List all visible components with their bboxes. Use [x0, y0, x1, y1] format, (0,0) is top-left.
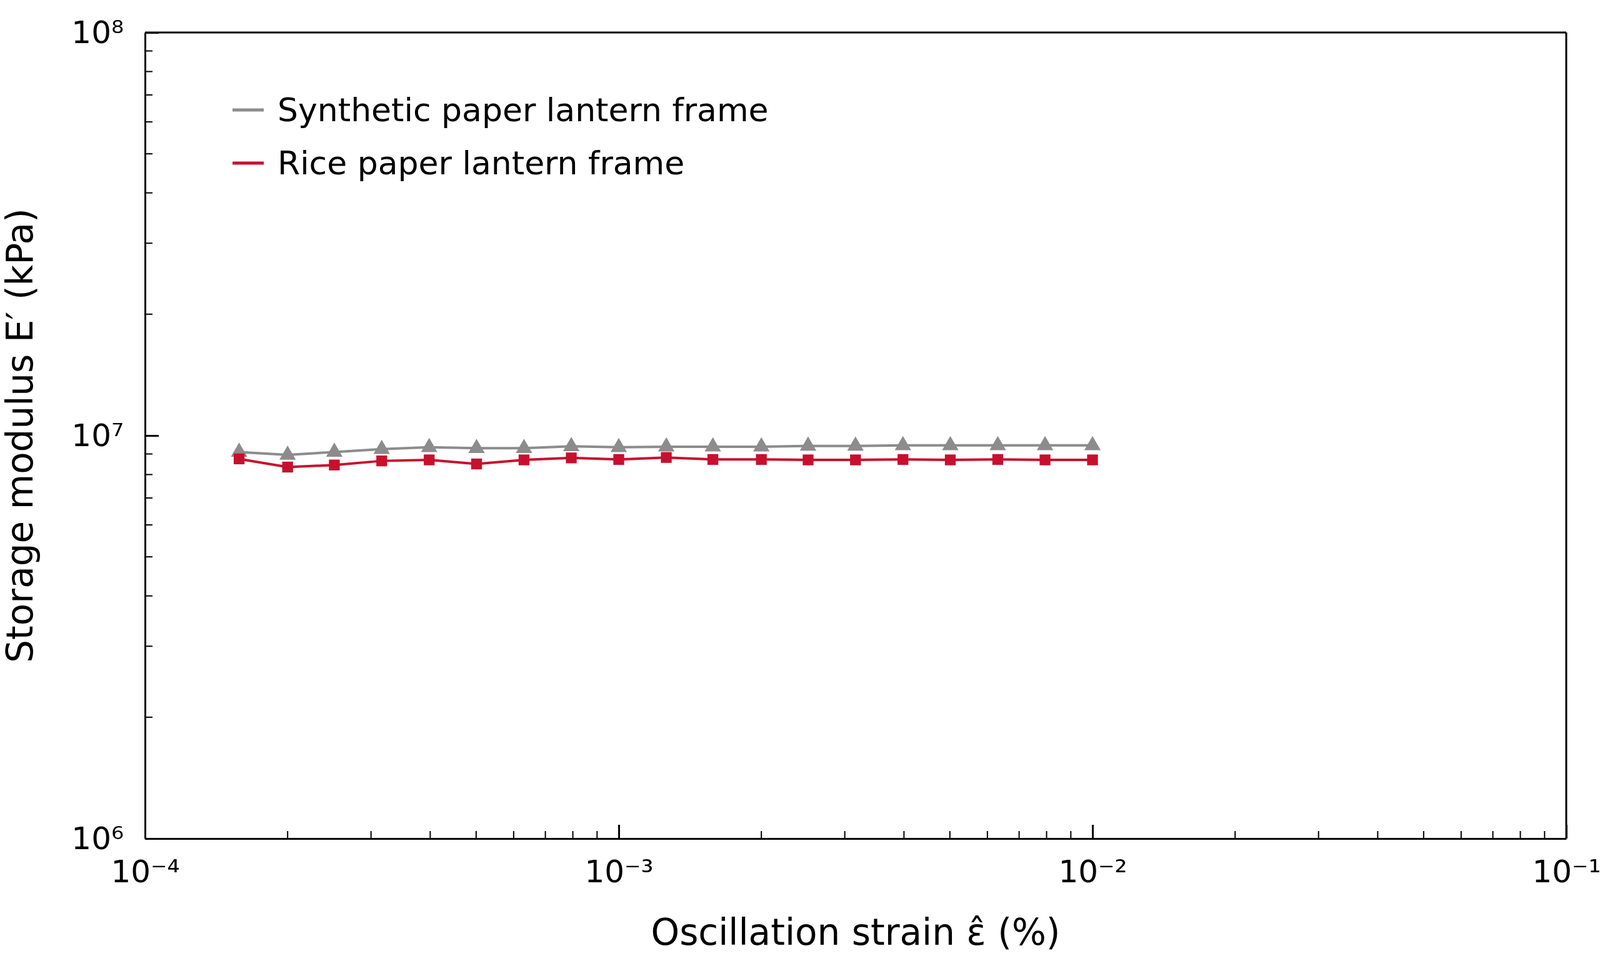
minor-tick [1492, 831, 1494, 839]
y-tick: 10⁷ [71, 417, 159, 454]
marker [897, 454, 909, 465]
marker [704, 437, 721, 452]
minor-tick [949, 831, 951, 839]
minor-tick [986, 831, 989, 839]
minor-tick [844, 831, 846, 839]
marker [800, 436, 817, 452]
y-tick-label: 10⁸ [71, 14, 124, 51]
minor-tick [596, 831, 598, 839]
minor-tick [286, 831, 289, 839]
marker [610, 438, 627, 453]
minor-tick [545, 831, 547, 839]
marker [802, 454, 814, 465]
minor-tick [429, 831, 431, 839]
x-tick-mark [1091, 825, 1094, 839]
chart: 10⁻⁴ 10⁻³ 10⁻² 10⁻¹ 10⁶ 10⁷ 10⁸ Oscillation str… [0, 0, 1600, 976]
marker [518, 454, 530, 465]
minor-tick [1018, 831, 1020, 839]
x-tick: 10⁻² [1058, 825, 1127, 890]
frame-top [145, 31, 1567, 34]
x-axis-title: Oscillation strain ε̂ (%) [651, 911, 1061, 954]
y-tick-label: 10⁶ [71, 820, 124, 857]
marker [658, 437, 675, 452]
x-tick-label: 10⁻² [1058, 853, 1127, 890]
marker [421, 438, 438, 453]
marker [941, 436, 959, 451]
minor-tick [1460, 831, 1462, 839]
minor-tick [1376, 831, 1379, 839]
series-markers [233, 452, 1099, 474]
minor-tick [1520, 831, 1522, 839]
marker [515, 438, 532, 454]
minor-tick [1070, 831, 1072, 839]
marker [850, 454, 861, 465]
marker [895, 436, 912, 451]
minor-tick [1234, 831, 1236, 839]
minor-tick [1318, 831, 1320, 839]
data-layer [230, 436, 1101, 474]
y-tick-label: 10⁷ [71, 417, 124, 454]
marker [328, 460, 340, 471]
frame-right [1565, 32, 1568, 839]
plot-area: 10⁻⁴ 10⁻³ 10⁻² 10⁻¹ 10⁶ 10⁷ 10⁸ [71, 14, 1600, 890]
marker [563, 436, 580, 452]
minor-tick [513, 831, 515, 839]
marker [376, 455, 387, 467]
x-axis: 10⁻⁴ 10⁻³ 10⁻² 10⁻¹ [110, 825, 1600, 890]
legend-label: Synthetic paper lantern frame [277, 91, 769, 129]
x-tick-mark [618, 825, 620, 839]
y-tick-mark [145, 435, 159, 437]
legend-item: Rice paper lantern frame [232, 144, 685, 182]
minor-tick [475, 831, 477, 839]
marker [468, 438, 485, 454]
y-tick: 10⁶ [71, 820, 159, 857]
marker [992, 454, 1004, 465]
legend-swatch [232, 161, 264, 165]
minor-tick [1543, 831, 1545, 839]
minor-tick [1046, 831, 1048, 839]
marker [753, 437, 770, 452]
x-axis-line [145, 838, 1567, 840]
minor-tick [1423, 831, 1425, 839]
minor-tick [760, 831, 762, 839]
minor-tick [370, 831, 372, 839]
marker [847, 436, 864, 452]
marker [1036, 436, 1054, 451]
y-axis-title: Storage modulus E′ (kPa) [0, 208, 42, 663]
marker [326, 442, 343, 457]
legend-swatch [232, 108, 264, 112]
marker [423, 454, 435, 465]
y-axis: 10⁶ 10⁷ 10⁸ [71, 14, 159, 857]
x-tick: 10⁻³ [584, 825, 654, 890]
marker [282, 461, 294, 473]
marker [756, 454, 767, 465]
x-minor-ticks [145, 831, 1567, 839]
x-tick-label: 10⁻¹ [1531, 853, 1600, 890]
legend-label: Rice paper lantern frame [277, 144, 685, 182]
marker [613, 454, 624, 465]
marker [989, 436, 1006, 451]
minor-tick [903, 831, 905, 839]
marker [945, 454, 956, 465]
marker [233, 453, 245, 465]
marker [471, 458, 482, 470]
legend: Synthetic paper lantern frame Rice paper … [232, 91, 769, 182]
marker [1039, 454, 1050, 465]
marker [373, 440, 390, 455]
marker [279, 445, 296, 460]
marker [707, 454, 719, 465]
x-tick-label: 10⁻⁴ [110, 853, 180, 890]
marker [1086, 454, 1098, 465]
x-tick-label: 10⁻³ [584, 853, 654, 890]
legend-item: Synthetic paper lantern frame [232, 91, 769, 129]
y-tick-mark [145, 838, 159, 840]
marker [565, 452, 577, 464]
minor-tick [572, 831, 574, 839]
marker [1084, 436, 1101, 451]
marker [660, 452, 672, 464]
